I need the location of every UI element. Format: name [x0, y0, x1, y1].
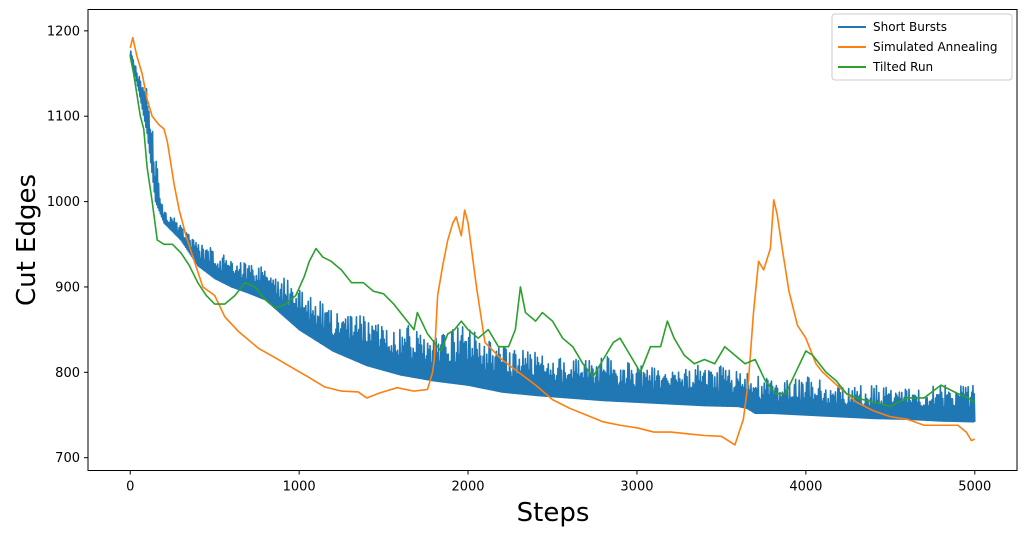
x-tick-label: 4000 — [789, 480, 822, 495]
y-tick-label: 900 — [55, 280, 80, 295]
legend-box — [831, 13, 1013, 81]
x-tick-label: 1000 — [283, 480, 316, 495]
y-axis: 700 800 900 1000 1100 1200 — [47, 24, 88, 466]
series-line-short-bursts — [129, 50, 976, 423]
x-tick-label: 3000 — [620, 480, 653, 495]
legend-label-tilted-run: Tilted Run — [872, 60, 933, 74]
y-tick-label: 700 — [55, 451, 80, 466]
y-tick-label: 800 — [55, 366, 80, 381]
x-tick-label: 5000 — [958, 480, 991, 495]
legend-label-short-bursts: Short Bursts — [873, 20, 947, 34]
x-tick-label: 2000 — [451, 480, 484, 495]
y-axis-label: Cut Edges — [12, 174, 42, 306]
plot-area — [129, 36, 976, 446]
y-tick-label: 1100 — [47, 110, 80, 125]
legend-label-simulated-annealing: Simulated Annealing — [873, 40, 998, 54]
x-tick-label: 0 — [126, 480, 134, 495]
series-line-simulated-annealing — [129, 36, 976, 446]
y-tick-label: 1000 — [47, 195, 80, 210]
y-tick-label: 1200 — [47, 24, 80, 39]
legend: Short Bursts Simulated Annealing Tilted … — [831, 13, 1013, 81]
series-line-tilted-run — [129, 56, 976, 408]
x-axis-label: Steps — [517, 498, 590, 528]
axes-frame — [87, 9, 1018, 471]
x-axis: 0 1000 2000 3000 4000 5000 — [126, 470, 991, 495]
